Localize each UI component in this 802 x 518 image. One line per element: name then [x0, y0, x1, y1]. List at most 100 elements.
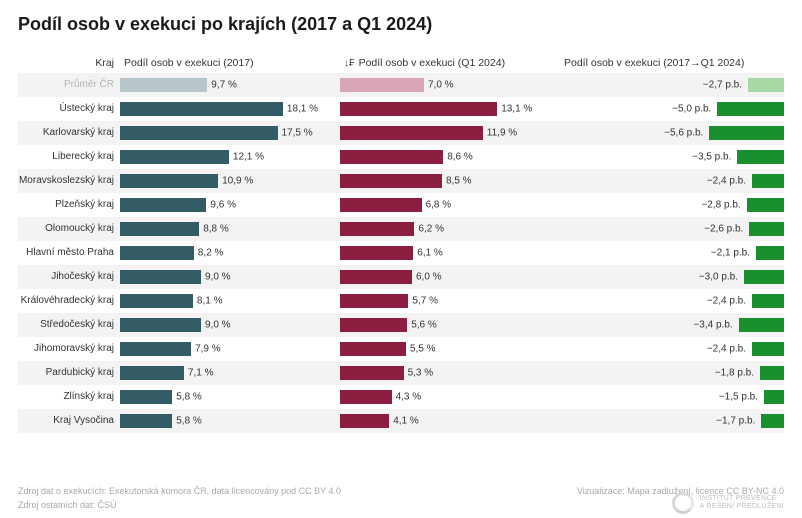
bar-change: [748, 78, 784, 92]
bar-change: [764, 390, 784, 404]
bar-cell-2017: 12,1 %: [120, 145, 340, 169]
bar-cell-2024: 6,2 %: [340, 217, 560, 241]
bar-cell-change: −1,8 p.b.: [560, 361, 784, 385]
bar-cell-change: −1,5 p.b.: [560, 385, 784, 409]
bar-cell-2024: 4,3 %: [340, 385, 560, 409]
row-label: Karlovarský kraj: [18, 128, 120, 139]
table-row: Liberecký kraj12,1 %8,6 %−3,5 p.b.: [18, 145, 784, 169]
bar-cell-2024: 5,5 %: [340, 337, 560, 361]
bar-2024: 6,8 %: [340, 198, 422, 212]
bar-value-2017: 8,1 %: [193, 296, 223, 307]
bar-2024: 6,0 %: [340, 270, 412, 284]
bar-2024: 11,9 %: [340, 126, 483, 140]
table-row: Ústecký kraj18,1 %13,1 %−5,0 p.b.: [18, 97, 784, 121]
bar-2024: 5,7 %: [340, 294, 408, 308]
header-2024[interactable]: ↓₣ Podíl osob v exekuci (Q1 2024): [340, 57, 560, 69]
bar-value-2024: 6,8 %: [422, 200, 452, 211]
row-label: Zlínský kraj: [18, 392, 120, 403]
row-label: Hlavní město Praha: [18, 248, 120, 259]
table-row: Plzeňský kraj 9,6 % 6,8 % −2,8 p.b.: [18, 193, 784, 217]
bar-value-change: −5,6 p.b.: [664, 128, 703, 139]
bar-value-2017: 18,1 %: [283, 104, 318, 115]
bar-value-2017: 8,2 %: [194, 248, 224, 259]
header-2017: Podíl osob v exekuci (2017): [120, 57, 340, 69]
chart-title: Podíl osob v exekuci po krajích (2017 a …: [0, 0, 802, 41]
row-label: Kraj Vysočina: [18, 416, 120, 427]
bar-cell-2024: 13,1 %: [340, 97, 560, 121]
footer-source-2: Zdroj ostatních dat: ČSÚ: [18, 499, 784, 513]
bar-cell-change: −2,4 p.b.: [560, 169, 784, 193]
row-label: Olomoucký kraj: [18, 224, 120, 235]
bar-cell-2017: 8,1 %: [120, 289, 340, 313]
bar-value-change: −2,8 p.b.: [701, 200, 740, 211]
bar-cell-change: −3,5 p.b.: [560, 145, 784, 169]
bar-change: [761, 414, 784, 428]
bar-2024: 6,1 %: [340, 246, 413, 260]
bar-cell-2017: 7,9 %: [120, 337, 340, 361]
bar-value-2017: 5,8 %: [172, 416, 202, 427]
bar-cell-change: −2,6 p.b.: [560, 217, 784, 241]
bar-value-2024: 5,3 %: [404, 368, 434, 379]
bar-2017: 18,1 %: [120, 102, 283, 116]
bar-cell-2017: 17,5 %: [120, 121, 340, 145]
bar-2017: 5,8 %: [120, 390, 172, 404]
bar-value-2024: 8,6 %: [443, 152, 473, 163]
bar-cell-change: −2,4 p.b.: [560, 289, 784, 313]
bar-value-2024: 11,9 %: [483, 128, 517, 139]
bar-value-change: −2,4 p.b.: [707, 176, 746, 187]
bar-value-change: −5,0 p.b.: [672, 104, 711, 115]
bar-cell-2017: 18,1 %: [120, 97, 340, 121]
row-label: Liberecký kraj: [18, 152, 120, 163]
bar-2017: 5,8 %: [120, 414, 172, 428]
bar-2024: 8,5 %: [340, 174, 442, 188]
bar-value-2024: 4,1 %: [389, 416, 419, 427]
bar-value-2017: 9,7 %: [207, 80, 237, 91]
bar-2017: 17,5 %: [120, 126, 278, 140]
bar-value-2017: 9,6 %: [206, 200, 236, 211]
bar-cell-2017: 9,6 %: [120, 193, 340, 217]
bar-cell-2024: 4,1 %: [340, 409, 560, 433]
bar-value-2017: 7,9 %: [191, 344, 221, 355]
bar-2017: 8,8 %: [120, 222, 199, 236]
bar-value-2024: 6,1 %: [413, 248, 443, 259]
sort-desc-icon: ↓₣: [344, 58, 355, 69]
logo-text: INSTITUT PREVENCE A ŘEŠENÍ PŘEDLUŽENÍ: [700, 495, 784, 510]
bar-2024: 6,2 %: [340, 222, 414, 236]
bar-change: [752, 294, 784, 308]
row-label: Středočeský kraj: [18, 320, 120, 331]
bar-2024: 8,6 %: [340, 150, 443, 164]
bar-2017: 7,9 %: [120, 342, 191, 356]
bar-value-change: −2,7 p.b.: [703, 80, 742, 91]
bar-cell-2017: 9,0 %: [120, 313, 340, 337]
table-row: Kraj Vysočina5,8 %4,1 %−1,7 p.b.: [18, 409, 784, 433]
row-label: Plzeňský kraj: [18, 200, 120, 211]
bar-2017: 9,0 %: [120, 318, 201, 332]
bar-value-2024: 4,3 %: [392, 392, 422, 403]
table-row: Olomoucký kraj8,8 % 6,2 % −2,6 p.b.: [18, 217, 784, 241]
bar-cell-change: −2,7 p.b.: [560, 73, 784, 97]
bar-2017: 10,9 %: [120, 174, 218, 188]
bar-value-change: −3,5 p.b.: [692, 152, 731, 163]
bar-cell-2024: 8,5 %: [340, 169, 560, 193]
bar-cell-2017: 8,8 %: [120, 217, 340, 241]
bar-value-2024: 13,1 %: [497, 104, 532, 115]
bar-2017: 8,1 %: [120, 294, 193, 308]
chart-footer: Zdroj dat o exekucích: Exekutorská komor…: [18, 485, 784, 512]
bar-cell-2024: 7,0 %: [340, 73, 560, 97]
bar-value-2024: 8,5 %: [442, 176, 472, 187]
bar-2024: 5,5 %: [340, 342, 406, 356]
bar-cell-2017: 5,8 %: [120, 385, 340, 409]
bar-change: [760, 366, 784, 380]
table-row: Středočeský kraj9,0 %5,6 %−3,4 p.b.: [18, 313, 784, 337]
bar-value-2024: 7,0 %: [424, 80, 454, 91]
row-label: Pardubický kraj: [18, 368, 120, 379]
bar-cell-2024: 6,8 %: [340, 193, 560, 217]
rows-container: Průměr ČR9,7 %7,0 %−2,7 p.b.Ústecký kraj…: [18, 73, 784, 433]
bar-value-change: −3,0 p.b.: [699, 272, 738, 283]
row-label: Jihočeský kraj: [18, 272, 120, 283]
table-row: Zlínský kraj5,8 % 4,3 % −1,5 p.b.: [18, 385, 784, 409]
bar-value-change: −1,5 p.b.: [719, 392, 758, 403]
row-label: Královéhradecký kraj: [18, 296, 120, 307]
bar-value-2017: 7,1 %: [184, 368, 214, 379]
bar-value-2017: 10,9 %: [218, 176, 253, 187]
